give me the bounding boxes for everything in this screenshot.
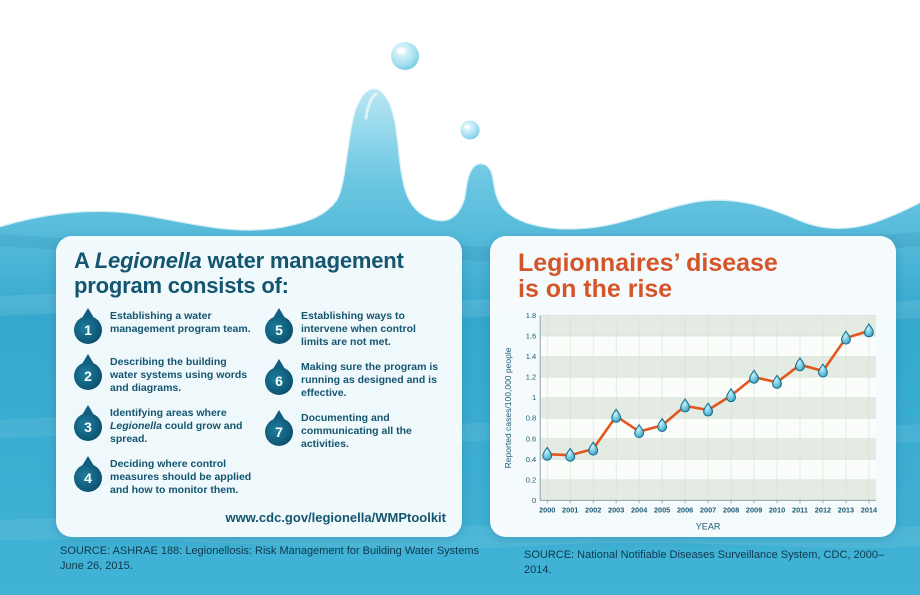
step-number: 2 [84, 368, 92, 385]
svg-text:1: 1 [532, 393, 536, 402]
svg-text:2012: 2012 [815, 505, 831, 514]
svg-text:1.6: 1.6 [526, 331, 536, 340]
step-number: 7 [275, 424, 283, 441]
svg-text:2010: 2010 [769, 505, 785, 514]
chart-title: Legionnaires’ disease is on the rise [518, 249, 778, 304]
svg-text:2008: 2008 [723, 505, 739, 514]
cdc-toolkit-url[interactable]: www.cdc.gov/legionella/WMPtoolkit [225, 510, 446, 525]
svg-text:0.6: 0.6 [526, 434, 536, 443]
program-steps-columns: 1 Establishing a water management progra… [74, 308, 444, 507]
program-step-1: 1 Establishing a water management progra… [74, 308, 253, 345]
svg-text:YEAR: YEAR [696, 521, 721, 531]
program-step-6: 6 Making sure the program is running as … [265, 359, 444, 400]
program-step-text: Deciding where control measures should b… [110, 458, 252, 497]
water-management-panel: A Legionella water management program co… [56, 236, 462, 537]
numbered-drop-icon: 1 [74, 316, 102, 345]
svg-text:2006: 2006 [677, 505, 693, 514]
step-number: 3 [84, 419, 92, 436]
program-steps-column-1: 1 Establishing a water management progra… [74, 308, 253, 507]
svg-text:Reported cases/100,000 people: Reported cases/100,000 people [503, 347, 513, 468]
program-step-text: Establishing ways to intervene when cont… [301, 310, 416, 349]
svg-text:2005: 2005 [654, 505, 670, 514]
step-number: 4 [84, 470, 92, 487]
svg-text:2002: 2002 [585, 505, 601, 514]
numbered-drop-icon: 6 [265, 367, 293, 396]
left-panel-title: A Legionella water management program co… [74, 248, 404, 298]
program-step-text: Establishing a water management program … [110, 310, 251, 336]
program-step-7: 7 Documenting and communicating all the … [265, 410, 444, 451]
numbered-drop-icon: 4 [74, 464, 102, 493]
program-step-text: Describing the building water systems us… [110, 356, 248, 395]
svg-text:1.4: 1.4 [526, 352, 536, 361]
program-step-2: 2 Describing the building water systems … [74, 354, 253, 395]
numbered-drop-icon: 7 [265, 418, 293, 447]
chart-panel: Legionnaires’ disease is on the rise 0 0.2… [490, 236, 896, 537]
step-number: 1 [84, 322, 92, 339]
svg-text:2007: 2007 [700, 505, 716, 514]
svg-text:1.2: 1.2 [526, 372, 536, 381]
svg-text:1.8: 1.8 [526, 310, 536, 319]
svg-text:2000: 2000 [539, 505, 555, 514]
svg-text:2001: 2001 [562, 505, 578, 514]
numbered-drop-icon: 2 [74, 362, 102, 391]
svg-text:0.8: 0.8 [526, 413, 536, 422]
program-step-5: 5 Establishing ways to intervene when co… [265, 308, 444, 349]
program-step-text: Making sure the program is running as de… [301, 361, 439, 400]
numbered-drop-icon: 5 [265, 316, 293, 345]
program-steps-column-2: 5 Establishing ways to intervene when co… [265, 308, 444, 507]
svg-text:2003: 2003 [608, 505, 624, 514]
numbered-drop-icon: 3 [74, 413, 102, 442]
source-left: SOURCE: ASHRAE 188: Legionellosis: Risk … [60, 545, 479, 573]
svg-text:2013: 2013 [838, 505, 854, 514]
svg-text:0.2: 0.2 [526, 475, 536, 484]
source-right: SOURCE: National Notifiable Diseases Sur… [524, 549, 885, 577]
svg-text:2009: 2009 [746, 505, 762, 514]
program-step-text: Documenting and communicating all the ac… [301, 412, 412, 451]
svg-text:0.4: 0.4 [526, 454, 536, 463]
program-step-4: 4 Deciding where control measures should… [74, 456, 253, 497]
svg-text:2004: 2004 [631, 505, 648, 514]
program-step-text: Identifying areas where Legionella could… [110, 407, 243, 446]
program-step-3: 3 Identifying areas where Legionella cou… [74, 405, 253, 446]
svg-text:0: 0 [532, 495, 536, 504]
step-number: 6 [275, 373, 283, 390]
step-number: 5 [275, 322, 283, 339]
svg-text:2011: 2011 [792, 505, 808, 514]
svg-text:2014: 2014 [861, 505, 878, 514]
legionnaires-trend-chart: 0 0.2 0.4 0.6 0.8 1 1.2 1.4 1.6 1.8 2000 2001 2002 20… [503, 310, 878, 531]
